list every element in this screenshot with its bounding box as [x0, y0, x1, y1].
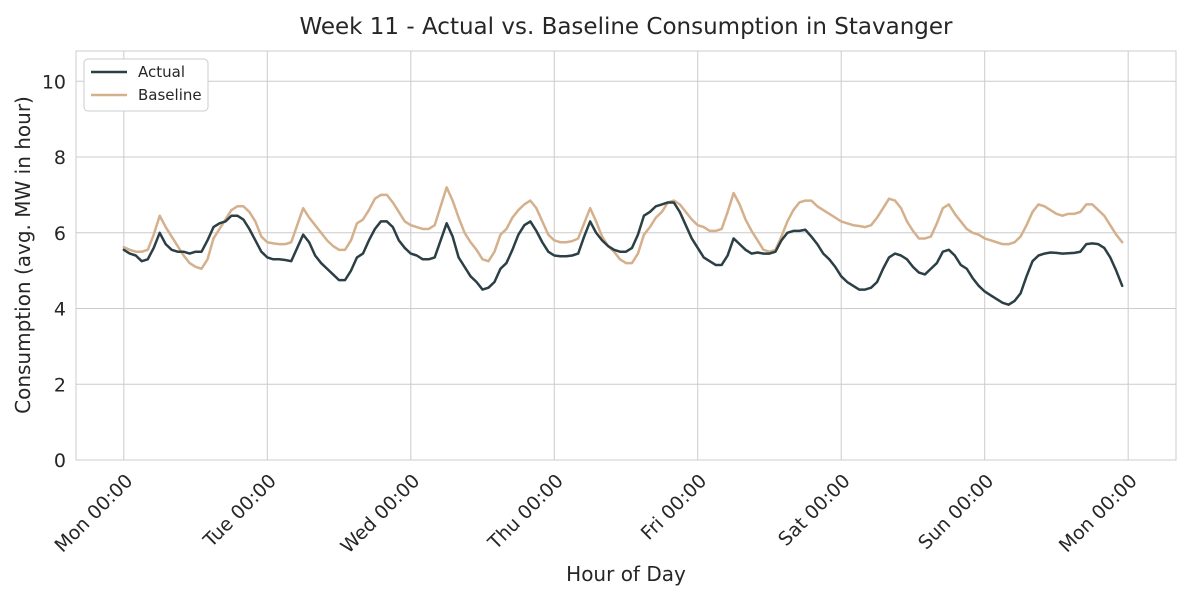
plot-frame — [75, 50, 1177, 461]
series-line-baseline — [122, 186, 1124, 270]
y-tick-label: 10 — [42, 71, 66, 93]
series-line-actual — [122, 201, 1124, 306]
chart-title: Week 11 - Actual vs. Baseline Consumptio… — [299, 14, 953, 40]
x-tick-label: Mon 00:00 — [1055, 470, 1142, 557]
series-layer — [122, 186, 1124, 306]
x-tick-labels: Mon 00:00 Tue 00:00 Wed 00:00 Thu 00:00 Fri … — [50, 470, 1141, 558]
legend-label-actual: Actual — [138, 63, 185, 81]
y-tick-label: 0 — [54, 450, 66, 472]
x-tick-label: Tue 00:00 — [199, 470, 281, 552]
x-tick-label: Sat 00:00 — [774, 470, 855, 551]
y-tick-label: 2 — [54, 374, 66, 396]
y-tick-label: 4 — [54, 299, 66, 321]
y-tick-label: 8 — [54, 147, 66, 169]
grid-layer — [76, 51, 1176, 461]
legend-label-baseline: Baseline — [138, 86, 202, 104]
x-tick-label: Wed 00:00 — [336, 470, 424, 558]
y-tick-label: 6 — [54, 223, 66, 245]
y-tick-labels: 0 2 4 6 8 10 — [42, 71, 66, 472]
y-axis-label: Consumption (avg. MW in hour) — [11, 96, 35, 414]
x-tick-label: Mon 00:00 — [50, 470, 137, 557]
x-tick-label: Thu 00:00 — [483, 470, 567, 554]
x-tick-label: Fri 00:00 — [637, 470, 712, 545]
legend: Actual Baseline — [83, 58, 209, 112]
x-tick-label: Sun 00:00 — [914, 470, 998, 554]
x-axis-label: Hour of Day — [566, 562, 686, 586]
